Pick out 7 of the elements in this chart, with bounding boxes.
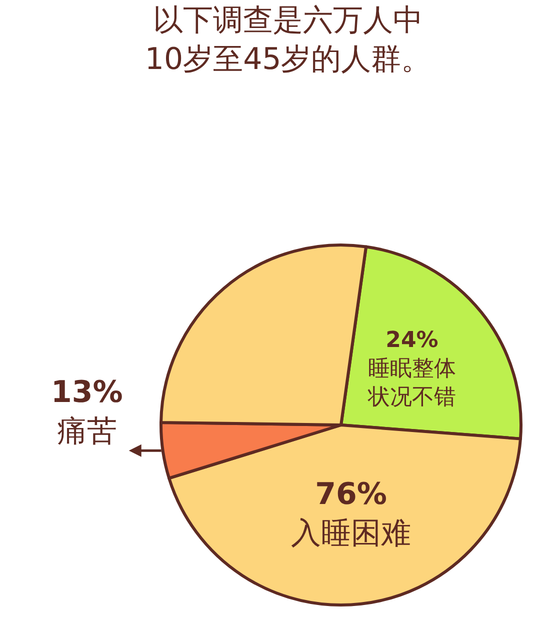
chart-title: 以下调查是六万人中 10岁至45岁的人群。 — [144, 3, 432, 77]
slice-label: 入睡困难 — [291, 516, 411, 551]
slice-label: 痛苦 — [56, 414, 117, 449]
text: 76% — [315, 477, 387, 512]
slice-label: 睡眠整体状况不错 — [367, 356, 456, 410]
text: 13% — [51, 375, 123, 410]
text: 24% — [386, 328, 438, 353]
